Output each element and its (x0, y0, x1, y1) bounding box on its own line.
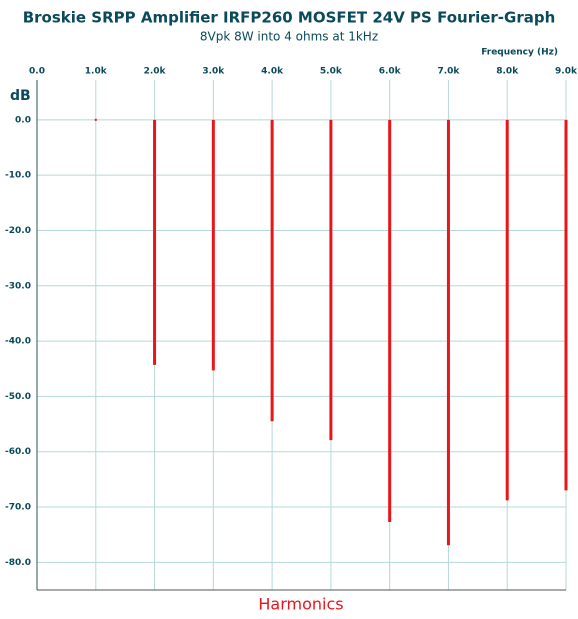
y-tick-label: -20.0 (5, 226, 31, 236)
bottom-label: Harmonics (258, 595, 343, 614)
x-tick-label: 1.0k (85, 67, 108, 77)
y-tick-label: -40.0 (5, 337, 31, 347)
y-tick-label: -10.0 (5, 171, 31, 181)
x-tick-label: 6.0k (379, 67, 402, 77)
chart-subtitle: 8Vpk 8W into 4 ohms at 1kHz (200, 30, 378, 44)
x-axis-title: Frequency (Hz) (481, 48, 558, 58)
y-tick-label: -70.0 (5, 503, 31, 513)
x-tick-label: 7.0k (437, 67, 460, 77)
x-tick-label: 8.0k (496, 67, 519, 77)
x-tick-label: 5.0k (320, 67, 343, 77)
x-tick-label: 9.0k (555, 67, 578, 77)
x-tick-label: 0.0 (29, 67, 45, 77)
chart-title: Broskie SRPP Amplifier IRFP260 MOSFET 24… (23, 9, 556, 27)
y-axis-title: dB (10, 88, 31, 104)
y-tick-label: -30.0 (5, 281, 31, 291)
x-tick-label: 4.0k (261, 67, 284, 77)
y-tick-label: -60.0 (5, 447, 31, 457)
x-tick-label: 2.0k (144, 67, 167, 77)
y-tick-label: -50.0 (5, 392, 31, 402)
x-tick-label: 3.0k (202, 67, 225, 77)
y-tick-label: -80.0 (5, 558, 31, 568)
y-tick-label: 0.0 (15, 115, 31, 125)
